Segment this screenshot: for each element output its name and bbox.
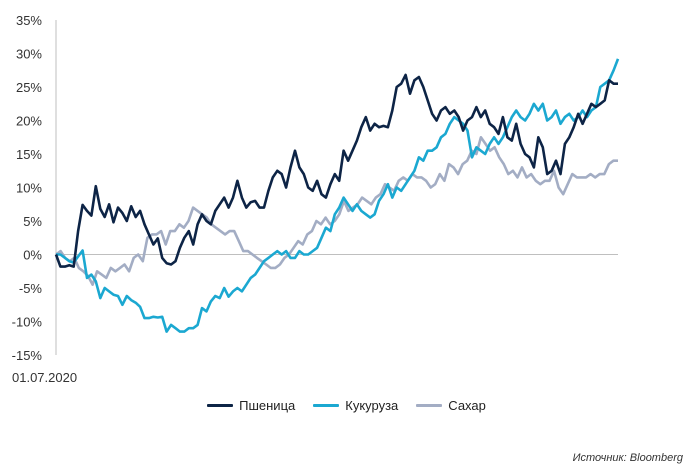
y-tick-label: -10% [12,315,43,330]
legend-label-corn: Кукуруза [345,398,399,413]
series-line-1 [56,58,620,333]
legend: Пшеница Кукуруза Сахар [0,398,693,413]
y-tick-label: 0% [23,248,42,263]
y-tick-label: -15% [12,348,43,363]
legend-item-wheat: Пшеница [207,398,295,413]
y-tick-label: 20% [16,114,42,129]
y-tick-label: 10% [16,181,42,196]
y-tick-label: 5% [23,214,42,229]
y-tick-label: -5% [19,281,43,296]
y-tick-label: 25% [16,80,42,95]
y-axis-labels: 35% 30% 25% 20% 15% 10% 5% 0% -5% -10% -15% [12,13,43,363]
legend-swatch-wheat [207,404,234,407]
legend-swatch-sugar [416,404,443,407]
line-chart: 35% 30% 25% 20% 15% 10% 5% 0% -5% -10% -15% 01.07.… [12,13,620,385]
y-tick-label: 35% [16,13,42,28]
series-lines [54,58,620,333]
legend-item-sugar: Сахар [416,398,486,413]
x-axis-start-label: 01.07.2020 [12,370,77,385]
legend-label-wheat: Пшеница [239,398,296,413]
source-note: Источник: Bloomberg [572,452,683,464]
legend-label-sugar: Сахар [448,398,486,413]
series-line-0 [54,73,618,268]
legend-item-corn: Кукуруза [313,398,398,413]
y-tick-label: 30% [16,47,42,62]
y-tick-label: 15% [16,147,42,162]
legend-swatch-corn [313,404,340,407]
